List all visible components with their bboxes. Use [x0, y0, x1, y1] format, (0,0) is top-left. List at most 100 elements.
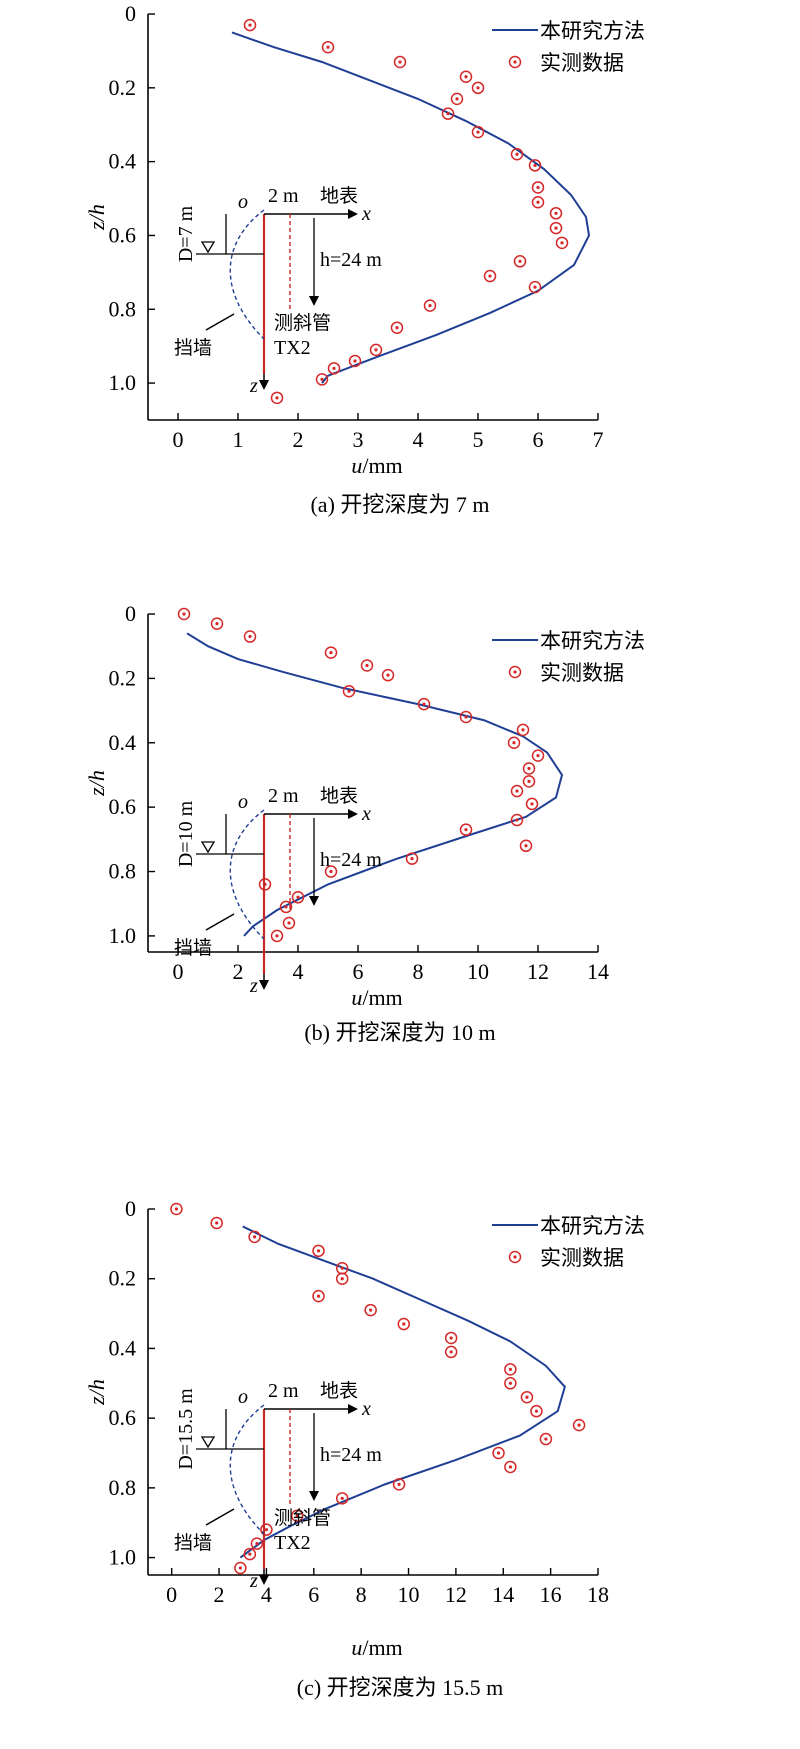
- measured-point: [513, 255, 527, 268]
- measured-marker-dot: [464, 75, 468, 79]
- measured-marker-ring: [531, 181, 545, 194]
- x-tick-label: 4: [413, 427, 424, 452]
- measured-marker-dot: [577, 1423, 581, 1427]
- x-tick-label: 10: [398, 1582, 420, 1607]
- measured-point: [510, 148, 524, 161]
- measured-point: [290, 1509, 304, 1522]
- deflection-profile: [229, 1404, 265, 1535]
- x-axis-var: u: [351, 985, 362, 1010]
- height-arrow: [309, 896, 319, 906]
- measured-point: [423, 299, 437, 312]
- measured-marker-ring: [522, 762, 536, 775]
- measured-marker-ring: [459, 710, 473, 724]
- measured-marker-dot: [215, 1221, 219, 1225]
- measured-marker-dot: [320, 377, 324, 381]
- measured-marker-ring: [525, 797, 539, 811]
- y-tick-label: 0.4: [109, 149, 137, 174]
- y-tick-label: 0.8: [109, 859, 137, 884]
- ground-label: 地表: [320, 185, 358, 207]
- y-tick-label: 0.4: [109, 730, 137, 755]
- measured-point: [510, 813, 524, 827]
- x-axis-arrow: [348, 209, 358, 219]
- measured-marker-dot: [536, 200, 540, 204]
- measured-marker-ring: [312, 1289, 325, 1303]
- water-level-icon: [200, 241, 216, 254]
- legend-marker-swatch: [508, 55, 522, 69]
- depth-label: D=15.5 m: [175, 1388, 197, 1470]
- z-axis-letter: z: [249, 1570, 258, 1592]
- measured-point: [248, 1230, 261, 1244]
- measured-point: [170, 1202, 183, 1216]
- x-axis-title: u/mm: [351, 985, 402, 1010]
- measured-marker-ring: [516, 723, 530, 737]
- legend-marker-ring: [508, 665, 522, 679]
- x-tick-label: 2: [214, 1582, 225, 1607]
- measured-marker-dot: [398, 60, 402, 64]
- measured-marker-dot: [533, 163, 537, 167]
- y-tick-label: 0.2: [109, 75, 137, 100]
- measured-point: [210, 1216, 223, 1230]
- measured-marker-dot: [395, 326, 399, 330]
- water-level-icon: [200, 1436, 216, 1449]
- measured-marker-dot: [518, 259, 522, 263]
- inclinometer-tag: TX2: [274, 337, 311, 359]
- measured-marker-dot: [515, 152, 519, 156]
- height-label: h=24 m: [320, 849, 382, 871]
- measured-marker-ring: [324, 865, 338, 878]
- measured-marker-ring: [530, 1404, 543, 1418]
- measured-marker-dot: [554, 211, 558, 215]
- measured-marker-dot: [534, 1409, 539, 1413]
- legend-measured-label: 实测数据: [540, 51, 624, 75]
- measured-marker-dot: [455, 97, 459, 101]
- y-tick-label: 0: [125, 601, 136, 626]
- measured-marker-ring: [444, 1345, 458, 1359]
- legend-marker-ring: [508, 55, 522, 69]
- x-tick-label: 12: [527, 959, 549, 984]
- measured-point: [504, 1460, 517, 1474]
- inset-schematic: o 2 m 地表x z h=24 m D=15.5 m 挡墙 测斜管 TX2: [174, 1380, 382, 1592]
- y-tick-label: 1.0: [109, 923, 137, 948]
- legend-marker-dot: [513, 670, 517, 674]
- model-curve: [231, 31, 591, 384]
- x-tick-label: 10: [467, 959, 489, 984]
- measured-point: [504, 1377, 517, 1390]
- chart-panel-a: 0 1 2 3 4 5 6 7 0 0.2 0.4 0.6 0.8 1.0 u/mm z/h 本研究方法 实测数据…: [0, 0, 800, 580]
- measured-marker-ring: [405, 852, 419, 865]
- measured-point: [243, 18, 257, 32]
- measured-marker-dot: [287, 921, 291, 925]
- measured-marker-ring: [510, 148, 524, 161]
- measured-marker-ring: [342, 685, 356, 698]
- measured-marker-dot: [275, 934, 279, 938]
- measured-marker-ring: [248, 1230, 261, 1244]
- measured-marker-ring: [504, 1377, 517, 1390]
- measured-point: [392, 1478, 406, 1491]
- measured-marker-ring: [360, 659, 374, 672]
- measured-point: [504, 1363, 517, 1376]
- measured-marker-ring: [417, 697, 431, 711]
- measured-marker-ring: [539, 1432, 553, 1446]
- measured-marker-ring: [572, 1418, 586, 1432]
- wall-label: 挡墙: [174, 937, 212, 959]
- measured-marker-ring: [270, 929, 284, 943]
- measured-marker-dot: [536, 754, 540, 758]
- measured-marker-dot: [296, 895, 300, 899]
- measured-point: [516, 723, 530, 737]
- x-axis-letter: x: [361, 803, 371, 825]
- measured-marker-dot: [329, 651, 333, 655]
- measured-point: [483, 269, 497, 283]
- y-tick-label: 0.6: [109, 222, 137, 247]
- measured-point: [393, 55, 407, 69]
- legend-model-label: 本研究方法: [540, 19, 645, 43]
- origin-label: o: [238, 791, 248, 813]
- measured-marker-dot: [215, 622, 219, 626]
- x-tick-label: 4: [293, 959, 304, 984]
- measured-marker-ring: [177, 607, 191, 621]
- measured-point: [528, 159, 542, 172]
- measured-point: [315, 373, 329, 386]
- measured-marker-dot: [255, 1542, 259, 1546]
- measured-marker-dot: [512, 741, 516, 745]
- x-tick-label: 8: [413, 959, 424, 984]
- measured-marker-dot: [515, 818, 519, 822]
- measured-marker-ring: [243, 1547, 257, 1561]
- measured-point: [243, 1547, 257, 1561]
